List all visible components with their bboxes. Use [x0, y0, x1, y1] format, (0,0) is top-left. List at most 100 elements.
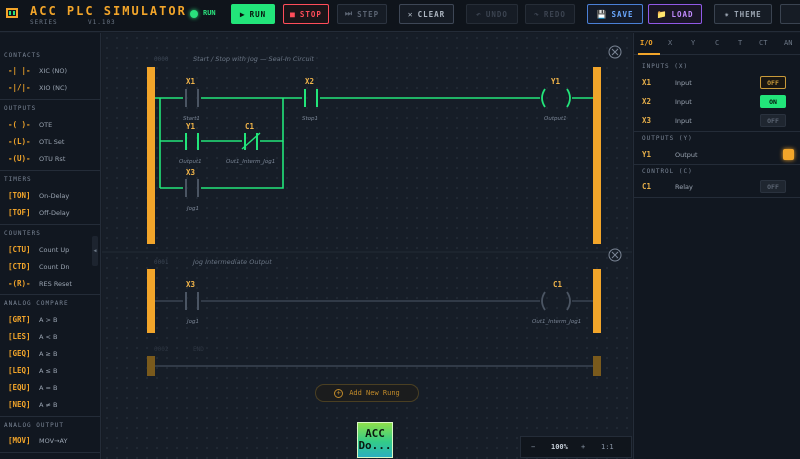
- svg-text:X2: X2: [305, 77, 314, 86]
- section-title: TIMERS: [4, 176, 32, 183]
- app-title: ACC PLC SIMULATOR: [30, 4, 187, 18]
- tab-io[interactable]: I/O: [640, 39, 653, 47]
- divider: [0, 416, 100, 417]
- rung-number: 0002: [154, 346, 169, 353]
- palette-item-xio[interactable]: -|/|- XIO (NC): [8, 83, 68, 92]
- palette-item-geq[interactable]: [GEQ] A ≥ B: [8, 349, 58, 358]
- palette-item-equ[interactable]: [EQU] A = B: [8, 383, 58, 392]
- io-tabs: I/O X Y C T CT AN: [634, 33, 800, 55]
- rung-number: 0001: [154, 259, 169, 266]
- divider: [0, 224, 100, 225]
- instruction-palette: CONTACTS -| |- XIC (NO) -|/|- XIO (NC) OUT…: [0, 33, 101, 459]
- x1-toggle[interactable]: OFF: [760, 76, 786, 89]
- tab-t[interactable]: T: [738, 39, 743, 47]
- tab-an[interactable]: AN: [784, 39, 793, 47]
- right-power-rail: [593, 67, 601, 244]
- divider: [0, 294, 100, 295]
- palette-item-grt[interactable]: [GRT] A > B: [8, 315, 58, 324]
- step-button[interactable]: ⏭ STEP: [337, 4, 387, 24]
- control-title: CONTROL (C): [642, 168, 693, 175]
- svg-text:Out1_Interm_Jog1: Out1_Interm_Jog1: [226, 159, 275, 165]
- divider: [0, 99, 100, 100]
- extra-button[interactable]: [780, 4, 800, 24]
- divider: [0, 170, 100, 171]
- divider: [634, 197, 800, 198]
- add-rung-button[interactable]: + Add New Rung: [315, 384, 419, 402]
- coil-c1[interactable]: C1 Out1_Interm_Jog1: [532, 280, 581, 325]
- palette-item-tof[interactable]: [TOF] Off-Delay: [8, 208, 70, 217]
- palette-item-neq[interactable]: [NEQ] A ≠ B: [8, 400, 58, 409]
- contact-x3-jog[interactable]: X3 Jog1: [185, 280, 199, 325]
- palette-item-otl[interactable]: -(L)- OTL Set: [8, 137, 65, 146]
- output-lamp-icon: [783, 149, 794, 160]
- load-button[interactable]: 📁 LOAD: [648, 4, 702, 24]
- svg-text:Y1: Y1: [186, 122, 196, 131]
- inputs-title: INPUTS (X): [642, 63, 689, 70]
- zoom-reset-button[interactable]: 1:1: [601, 443, 614, 451]
- play-icon: ▶: [239, 9, 246, 19]
- folder-icon: 📁: [656, 9, 668, 19]
- run-button[interactable]: ▶ RUN: [231, 4, 275, 24]
- app-logo-icon: [6, 8, 18, 18]
- stop-button[interactable]: ■ STOP: [283, 4, 329, 24]
- undo-button[interactable]: ↶ UNDO: [466, 4, 518, 24]
- delete-rung-button[interactable]: [608, 45, 622, 59]
- zoom-out-button[interactable]: −: [531, 443, 536, 451]
- theme-button[interactable]: ✷ THEME: [714, 4, 772, 24]
- tab-y[interactable]: Y: [691, 39, 696, 47]
- section-title: CONTACTS: [4, 52, 41, 59]
- coil-y1[interactable]: Y1 Output1: [541, 77, 571, 122]
- tab-c[interactable]: C: [715, 39, 720, 47]
- contact-x1[interactable]: X1 Start1: [183, 77, 200, 122]
- plus-icon: +: [334, 388, 344, 398]
- input-row-x1: X1 Input OFF: [634, 74, 800, 92]
- divider: [634, 131, 800, 132]
- palette-item-ctd[interactable]: [CTD] Count Dn: [8, 262, 70, 271]
- palette-item-ctu[interactable]: [CTU] Count Up: [8, 245, 70, 254]
- delete-rung-button[interactable]: [608, 248, 622, 262]
- rung-comment: Start / Stop with Jog — Seal-In Circuit: [193, 55, 314, 63]
- right-power-rail-end: [593, 356, 601, 376]
- palette-item-les[interactable]: [LES] A < B: [8, 332, 58, 341]
- gear-icon: ✷: [724, 9, 731, 19]
- close-icon: ✕: [407, 9, 414, 19]
- outputs-title: OUTPUTS (Y): [642, 135, 693, 142]
- divider: [634, 164, 800, 165]
- collapse-left-handle[interactable]: ◀: [92, 236, 98, 266]
- divider: [0, 452, 100, 453]
- clear-button[interactable]: ✕ CLEAR: [399, 4, 454, 24]
- section-title: COUNTERS: [4, 230, 41, 237]
- svg-text:Y1: Y1: [551, 77, 561, 86]
- svg-text:X3: X3: [186, 280, 196, 289]
- run-status-dot-icon: [190, 10, 198, 18]
- palette-item-res[interactable]: -(R)- RES Reset: [8, 279, 72, 288]
- input-row-x2: X2 Input ON: [634, 93, 800, 111]
- x3-toggle[interactable]: OFF: [760, 114, 786, 127]
- tab-x[interactable]: X: [668, 39, 673, 47]
- svg-text:Out1_Interm_Jog1: Out1_Interm_Jog1: [532, 319, 581, 325]
- ladder-diagram: 0000 Start / Stop with Jog — Seal-In Cir…: [102, 45, 632, 376]
- zoom-in-button[interactable]: +: [581, 443, 586, 451]
- zoom-level: 100%: [551, 443, 568, 451]
- input-row-x3: X3 Input OFF: [634, 112, 800, 130]
- section-title: ANALOG OUTPUT: [4, 422, 64, 429]
- svg-text:X1: X1: [186, 77, 196, 86]
- palette-item-otu[interactable]: -(U)- OTU Rst: [8, 154, 66, 163]
- palette-item-leq[interactable]: [LEQ] A ≤ B: [8, 366, 58, 375]
- svg-text:Jog1: Jog1: [186, 206, 199, 212]
- palette-item-ton[interactable]: [TON] On-Delay: [8, 191, 70, 200]
- contact-c1-nc[interactable]: C1 Out1_Interm_Jog1: [226, 122, 275, 165]
- save-button[interactable]: 💾 SAVE: [587, 4, 643, 24]
- palette-item-ote[interactable]: -( )- OTE: [8, 120, 53, 129]
- palette-item-xic[interactable]: -| |- XIC (NO): [8, 66, 68, 75]
- tab-ct[interactable]: CT: [759, 39, 768, 47]
- x2-toggle[interactable]: ON: [760, 95, 786, 108]
- redo-button[interactable]: ↷ REDO: [525, 4, 575, 24]
- palette-item-mov[interactable]: [MOV] MOV→AY: [8, 436, 68, 445]
- run-status-label: RUN: [203, 9, 216, 17]
- section-title: ANALOG COMPARE: [4, 300, 69, 307]
- contact-x3[interactable]: X3 Jog1: [185, 168, 199, 212]
- contact-x2[interactable]: X2 Stop1: [302, 77, 318, 122]
- contact-y1-seal[interactable]: Y1 Output1: [179, 122, 202, 165]
